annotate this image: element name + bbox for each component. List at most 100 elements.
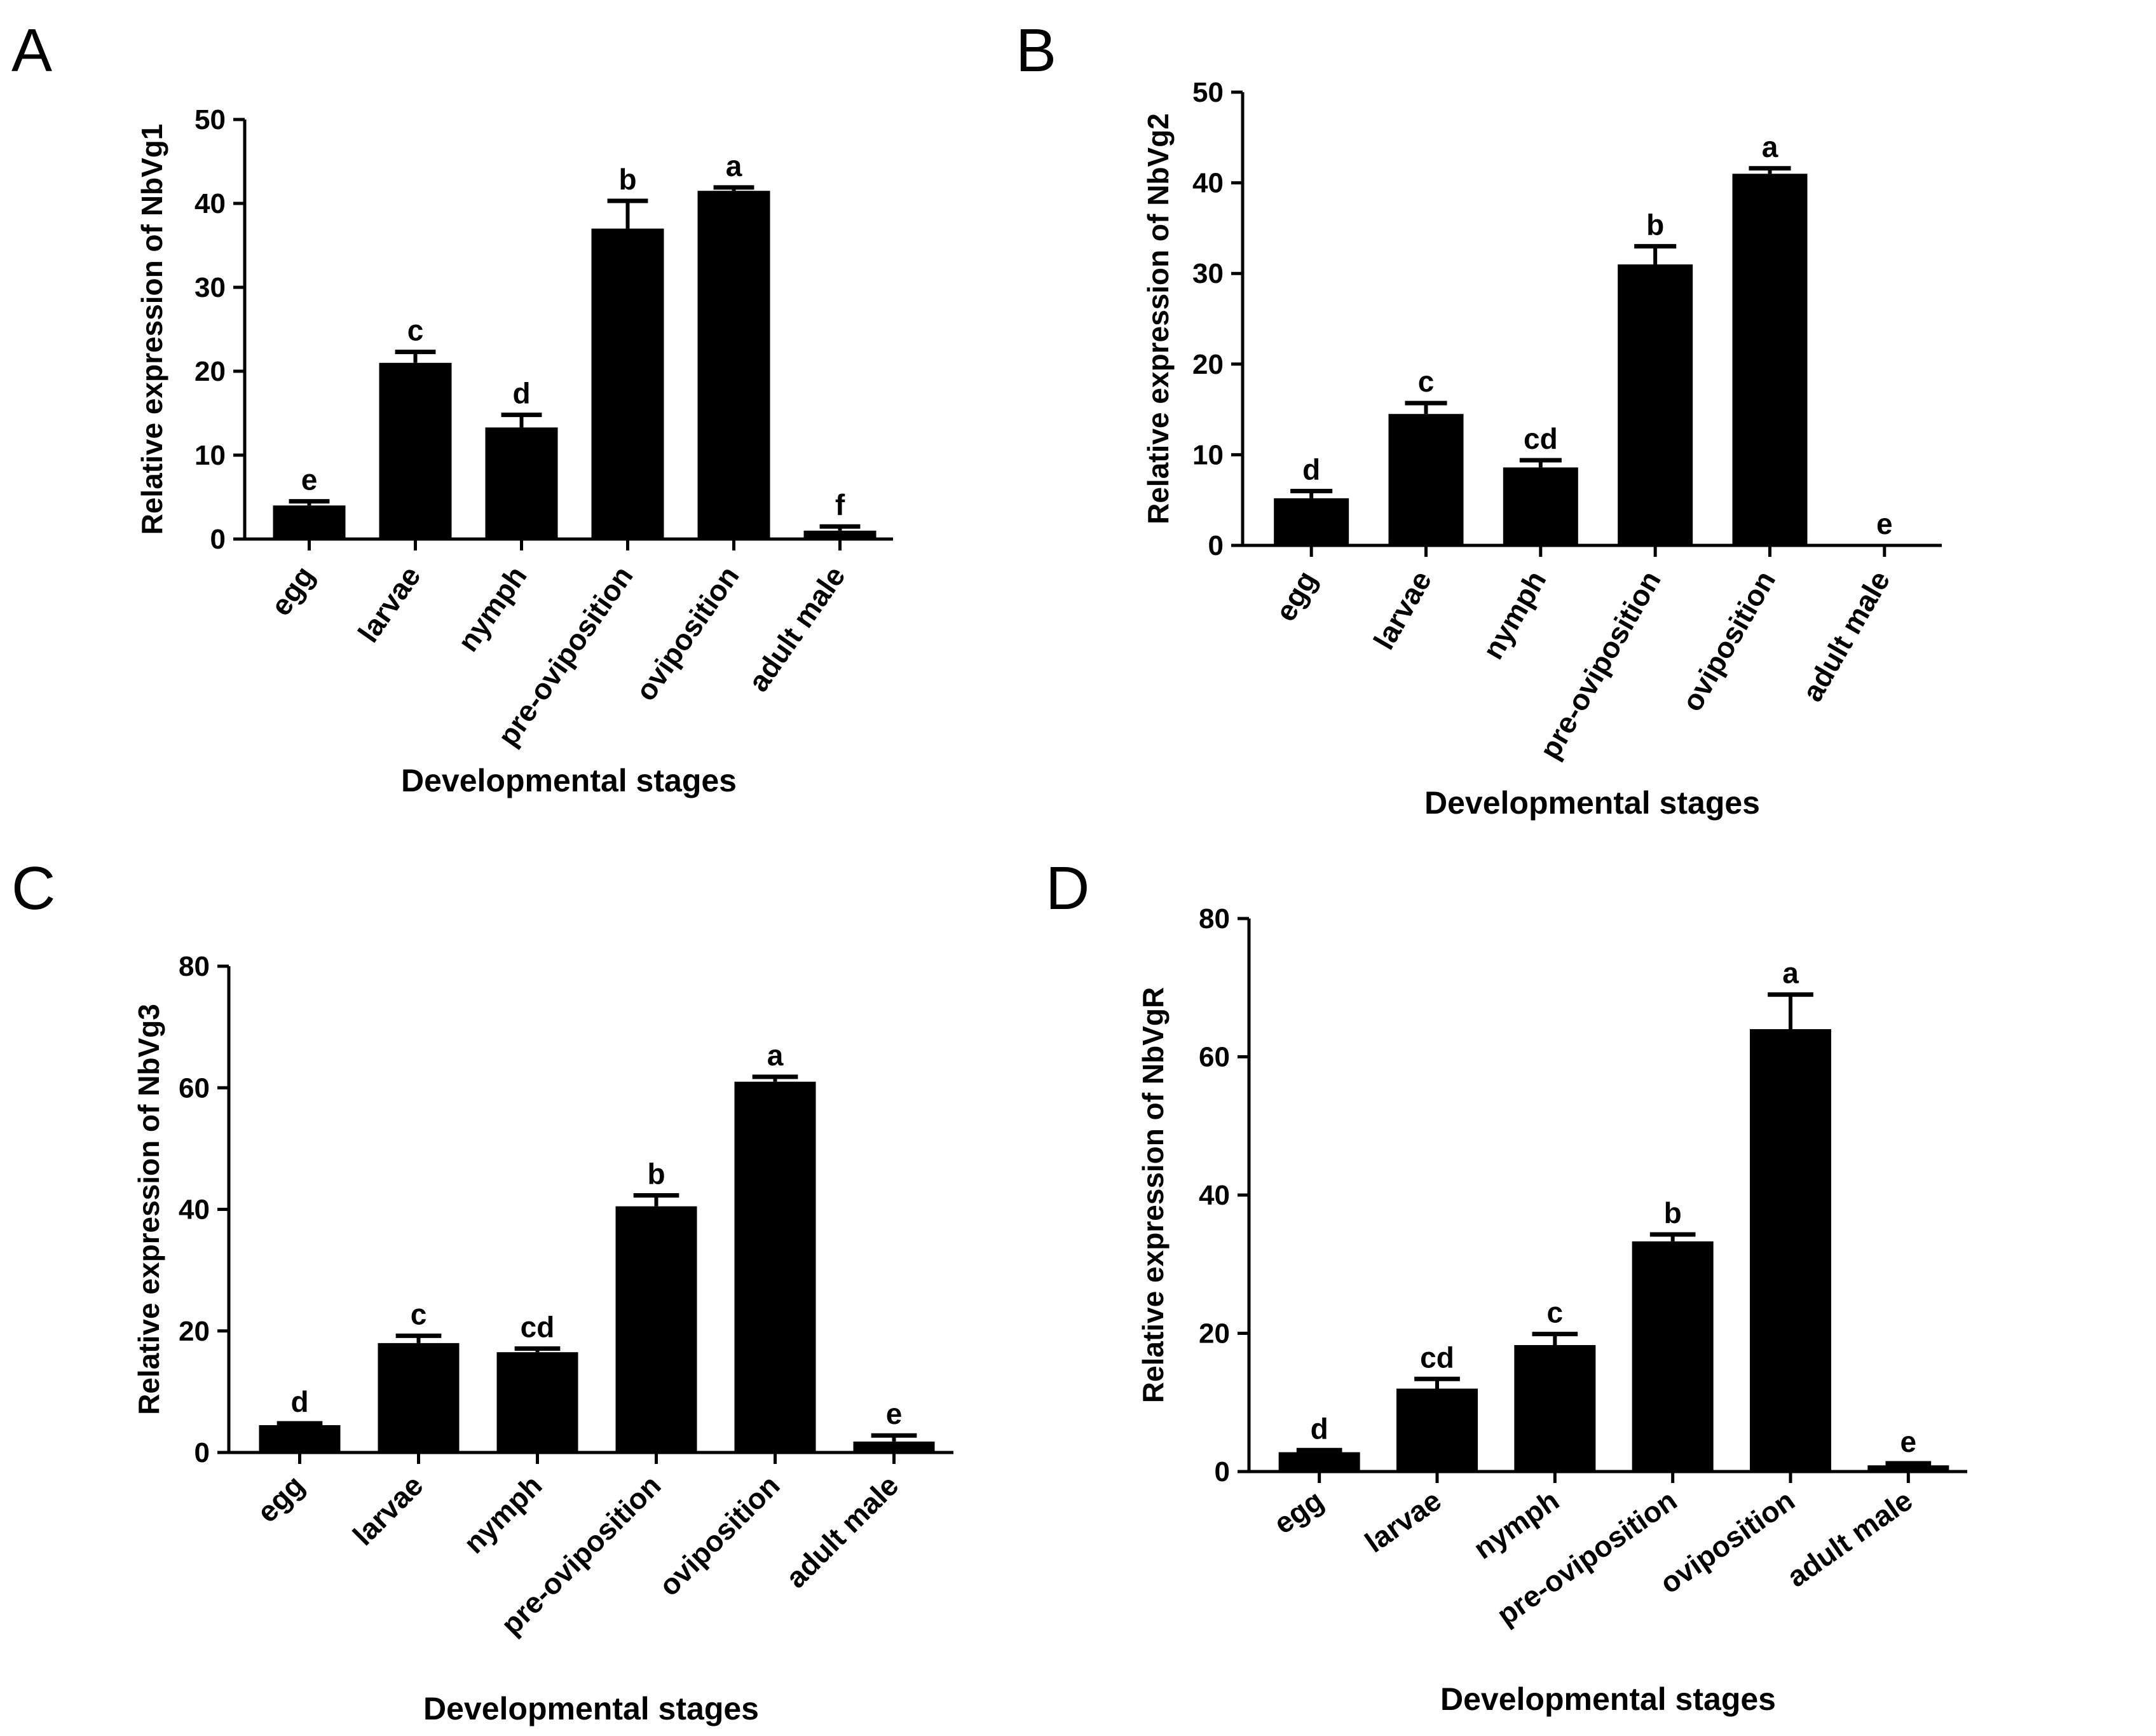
- y-tick-label: 80: [179, 951, 210, 982]
- bar-oviposition: [697, 191, 770, 539]
- y-tick-label: 40: [1192, 168, 1224, 199]
- y-tick-label: 40: [179, 1194, 210, 1226]
- chart-panel-d: D020406080deggcdlarvaecnymphbpre-oviposi…: [1046, 854, 1967, 1717]
- significance-label: d: [1311, 1412, 1328, 1445]
- category-label: oviposition: [652, 1468, 786, 1602]
- category-label: egg: [264, 560, 321, 622]
- bar-nymph: [496, 1352, 578, 1452]
- y-tick-label: 40: [1199, 1180, 1230, 1211]
- panel-letter: B: [1016, 17, 1056, 85]
- bar-egg: [1274, 498, 1349, 545]
- bar-nymph: [1503, 467, 1578, 545]
- y-tick-label: 20: [1199, 1318, 1230, 1350]
- category-label: adult male: [742, 560, 852, 697]
- category-label: adult male: [1781, 1484, 1918, 1594]
- significance-label: c: [1418, 365, 1435, 398]
- y-tick-label: 20: [1192, 349, 1224, 380]
- significance-label: b: [1664, 1196, 1682, 1229]
- significance-label: a: [726, 149, 742, 182]
- significance-label: e: [886, 1397, 903, 1430]
- bar-larvae: [1396, 1388, 1478, 1472]
- significance-label: d: [1302, 453, 1320, 486]
- chart-panel-b: B 0 10 20 30 40 50 d egg c larvae cd nymph b pre-ovipo…: [1016, 17, 1942, 821]
- panel-letter: D: [1046, 854, 1089, 922]
- bar-oviposition: [1732, 174, 1808, 546]
- y-tick-label: 20: [179, 1316, 210, 1347]
- bar-pre-oviposition: [615, 1206, 697, 1452]
- y-axis-title: Relative expression of NbVg2: [1142, 113, 1175, 524]
- y-tick-label: 60: [1199, 1042, 1230, 1073]
- category-label: nymph: [1476, 565, 1552, 665]
- y-tick-label: 20: [194, 356, 226, 387]
- category-label: larvae: [351, 560, 427, 648]
- y-tick-label: 60: [179, 1072, 210, 1104]
- category-label: nymph: [1468, 1484, 1565, 1566]
- bar-pre-oviposition: [1632, 1241, 1714, 1472]
- x-axis-title: Developmental stages: [423, 1691, 759, 1726]
- y-tick-label: 30: [1192, 258, 1224, 289]
- bar-pre-oviposition: [591, 228, 664, 539]
- bar-egg: [1278, 1452, 1360, 1472]
- y-tick-label: 0: [1208, 530, 1224, 561]
- y-tick-label: 10: [194, 440, 226, 471]
- category-label: egg: [250, 1468, 311, 1529]
- y-tick-label: 50: [194, 104, 226, 135]
- significance-label: b: [618, 163, 636, 196]
- chart-panel-a: A01020304050eeggclarvaednymphbpre-ovipos…: [11, 17, 893, 798]
- bar-larvae: [379, 362, 452, 539]
- panel-letter: C: [11, 854, 55, 922]
- significance-label: a: [767, 1039, 784, 1072]
- panel-letter: A: [11, 17, 52, 85]
- category-label: oviposition: [629, 560, 745, 707]
- category-label: larvae: [1359, 1484, 1447, 1559]
- y-axis-title: Relative expression of NbVgR: [1136, 987, 1170, 1403]
- category-label: adult male: [1796, 565, 1897, 707]
- x-axis-title: Developmental stages: [401, 763, 737, 798]
- category-label: adult male: [779, 1468, 905, 1594]
- y-tick-label: 40: [194, 188, 226, 219]
- significance-label: b: [647, 1158, 665, 1191]
- bar-egg: [273, 505, 346, 539]
- bar-adult-male: [853, 1441, 935, 1452]
- significance-label: e: [1876, 507, 1893, 540]
- category-label: nymph: [451, 560, 533, 657]
- y-tick-label: 0: [210, 524, 226, 555]
- bar-pre-oviposition: [1618, 264, 1693, 545]
- significance-label: cd: [1420, 1341, 1454, 1374]
- y-axis-title: Relative expression of NbVg3: [132, 1004, 165, 1415]
- y-tick-label: 30: [194, 272, 226, 303]
- bar-oviposition: [734, 1081, 816, 1452]
- significance-label: a: [1762, 130, 1778, 163]
- significance-label: a: [1782, 957, 1799, 990]
- category-label: egg: [1268, 1484, 1330, 1541]
- y-tick-label: 0: [1215, 1456, 1230, 1487]
- bar-nymph: [1514, 1344, 1596, 1472]
- significance-label: d: [290, 1385, 308, 1418]
- bar-egg: [259, 1425, 341, 1452]
- bar-adult-male: [803, 530, 877, 539]
- significance-label: c: [411, 1297, 427, 1330]
- chart-panel-c: C020406080deggclarvaecdnymphbpre-oviposi…: [11, 854, 953, 1726]
- significance-label: cd: [1524, 422, 1558, 455]
- significance-label: cd: [521, 1310, 555, 1343]
- bar-nymph: [485, 427, 558, 539]
- y-tick-label: 80: [1199, 903, 1230, 934]
- y-tick-label: 0: [194, 1437, 210, 1468]
- significance-label: d: [512, 377, 530, 410]
- significance-label: c: [1547, 1296, 1564, 1329]
- category-label: larvae: [346, 1468, 430, 1552]
- significance-label: e: [301, 463, 318, 496]
- bar-adult-male: [1867, 1465, 1949, 1472]
- bar-oviposition: [1750, 1029, 1831, 1472]
- bar-larvae: [1388, 414, 1464, 545]
- significance-label: c: [407, 314, 424, 347]
- significance-label: e: [1900, 1425, 1917, 1458]
- significance-label: b: [1646, 208, 1664, 241]
- x-axis-title: Developmental stages: [1440, 1681, 1776, 1717]
- category-label: nymph: [457, 1468, 548, 1559]
- bar-larvae: [378, 1343, 460, 1452]
- category-label: egg: [1269, 565, 1323, 627]
- y-tick-label: 10: [1192, 439, 1224, 470]
- x-axis-title: Developmental stages: [1424, 785, 1760, 821]
